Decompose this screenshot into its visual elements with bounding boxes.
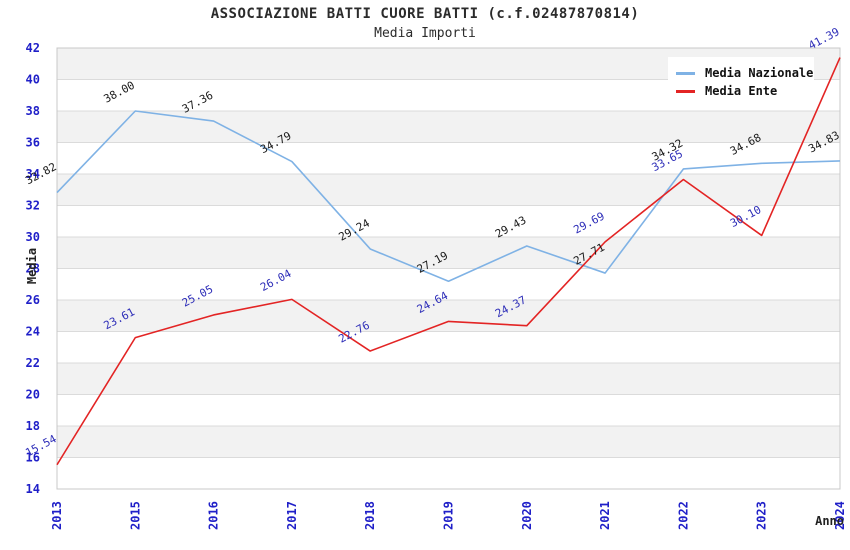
x-tick-label: 2023 bbox=[755, 501, 769, 530]
chart-title: ASSOCIAZIONE BATTI CUORE BATTI (c.f.0248… bbox=[210, 6, 640, 22]
legend-line-swatch-red-icon bbox=[676, 89, 695, 93]
data-label: 30.10 bbox=[728, 203, 763, 230]
x-tick-label: 2018 bbox=[363, 501, 377, 530]
x-tick-label: 2013 bbox=[50, 501, 64, 530]
y-tick-label: 42 bbox=[26, 41, 40, 55]
x-tick-label: 2021 bbox=[598, 501, 612, 530]
data-label: 32.82 bbox=[23, 160, 58, 187]
x-tick-label: 2016 bbox=[207, 501, 221, 530]
plot-band bbox=[57, 237, 840, 269]
y-tick-label: 30 bbox=[26, 230, 40, 244]
y-tick-label: 32 bbox=[26, 199, 40, 213]
plot-band bbox=[57, 363, 840, 395]
data-label: 38.00 bbox=[102, 79, 137, 106]
y-tick-label: 14 bbox=[26, 482, 40, 496]
x-tick-label: 2020 bbox=[520, 501, 534, 530]
y-tick-label: 16 bbox=[26, 451, 40, 465]
legend: Media Nazionale Media Ente bbox=[668, 57, 814, 107]
legend-label: Media Ente bbox=[705, 84, 778, 98]
series-line-media-nazionale bbox=[56, 110, 841, 283]
plot-band bbox=[57, 426, 840, 458]
y-tick-label: 28 bbox=[26, 262, 40, 276]
x-tick-label: 2015 bbox=[128, 501, 142, 530]
y-tick-label: 18 bbox=[26, 419, 40, 433]
y-tick-label: 20 bbox=[26, 388, 40, 402]
x-tick-label: 2019 bbox=[442, 501, 456, 530]
y-tick-label: 36 bbox=[26, 136, 40, 150]
legend-line-swatch-blue-icon bbox=[676, 71, 695, 75]
data-label: 29.69 bbox=[571, 210, 606, 237]
y-tick-label: 26 bbox=[26, 293, 40, 307]
legend-item-media-ente: Media Ente bbox=[676, 83, 806, 99]
plot-band bbox=[57, 300, 840, 332]
x-tick-label: 2017 bbox=[285, 501, 299, 530]
x-axis-title: Anno bbox=[815, 514, 844, 528]
y-tick-label: 22 bbox=[26, 356, 40, 370]
y-tick-label: 38 bbox=[26, 104, 40, 118]
y-tick-label: 24 bbox=[26, 325, 40, 339]
y-tick-label: 34 bbox=[26, 167, 40, 181]
legend-item-media-nazionale: Media Nazionale bbox=[676, 65, 813, 81]
legend-label: Media Nazionale bbox=[705, 66, 814, 80]
chart-subtitle: Media Importi bbox=[374, 26, 476, 41]
x-tick-label: 2024 bbox=[833, 501, 847, 530]
data-label: 15.54 bbox=[23, 432, 59, 459]
plot-band bbox=[57, 111, 840, 143]
y-tick-label: 40 bbox=[26, 73, 40, 87]
plot-border bbox=[56, 47, 841, 490]
y-axis-title: Media bbox=[25, 247, 39, 285]
series-line-media-ente bbox=[56, 57, 841, 466]
x-tick-label: 2022 bbox=[676, 501, 690, 530]
data-label: 26.04 bbox=[258, 267, 294, 294]
plot-band bbox=[57, 174, 840, 206]
